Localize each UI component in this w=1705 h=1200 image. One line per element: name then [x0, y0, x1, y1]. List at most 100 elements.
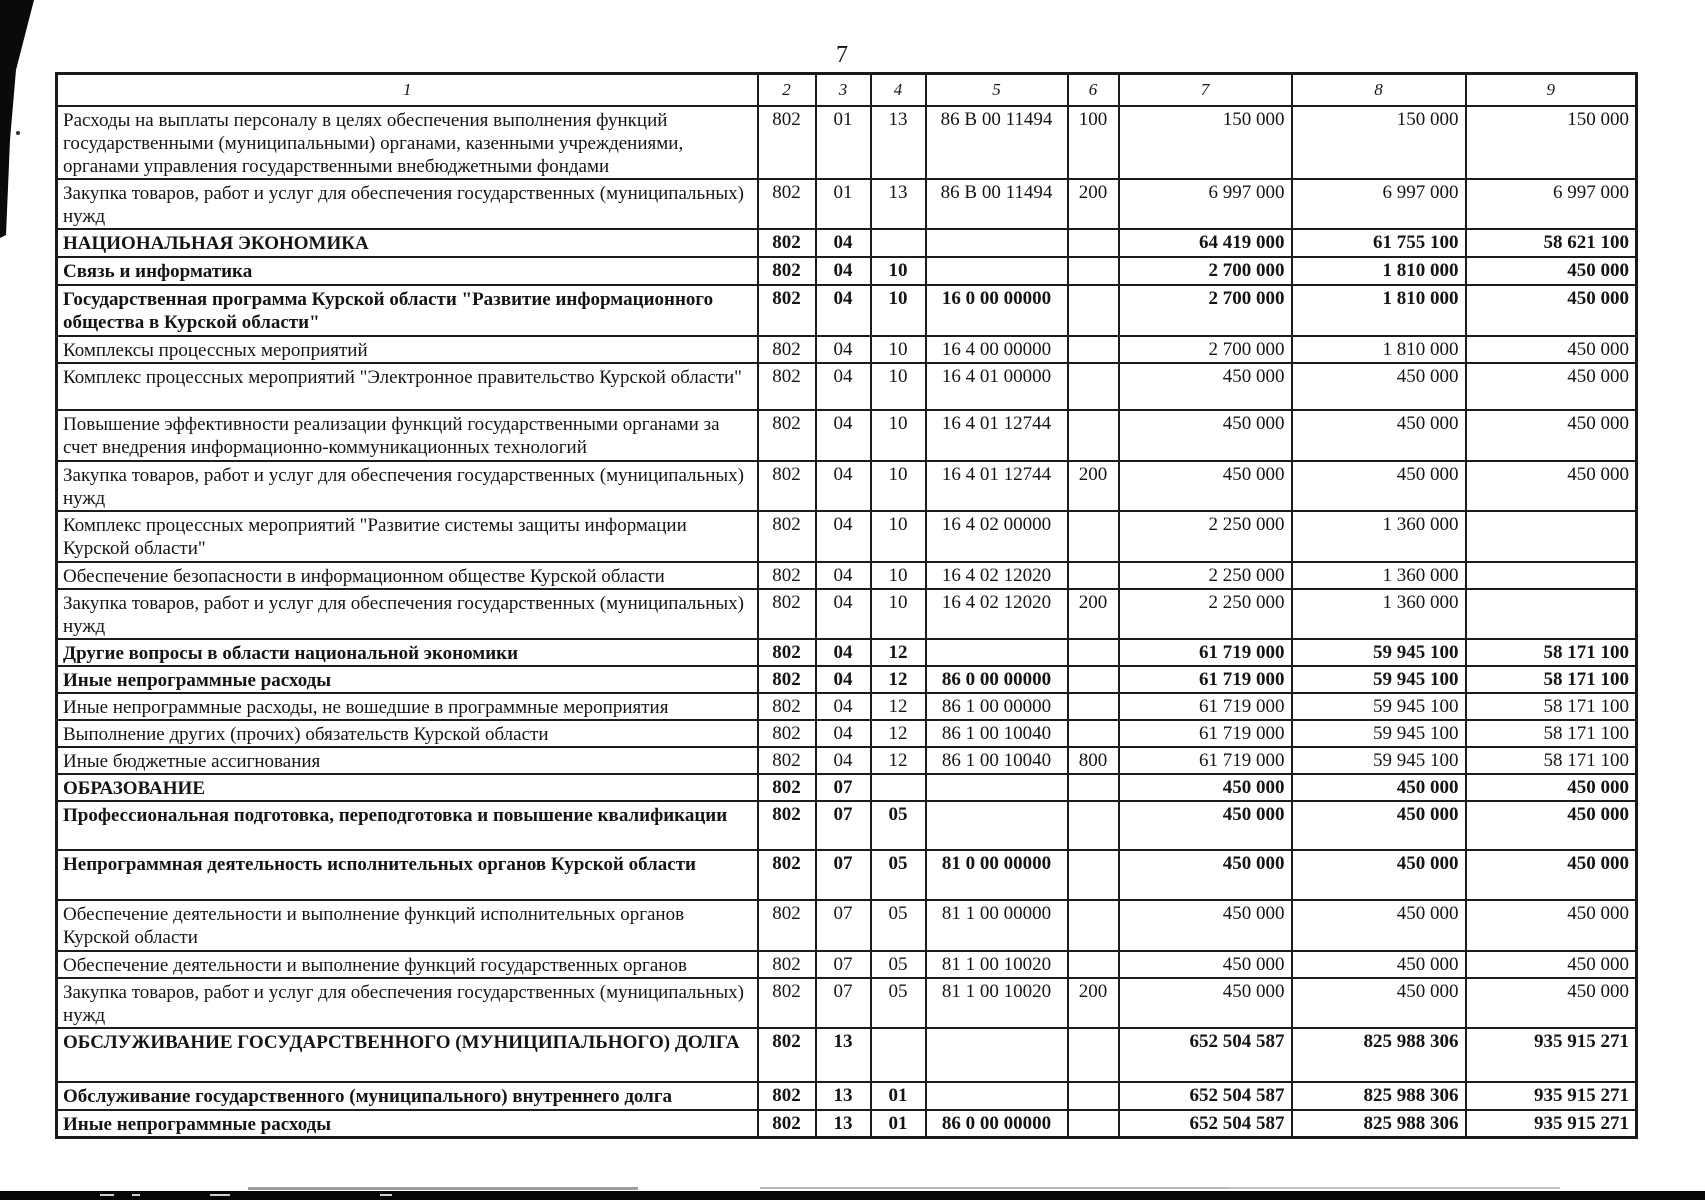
cell-c9: 450 000 [1464, 800, 1638, 851]
cell-c2: 802 [756, 460, 817, 512]
cell-name: Закупка товаров, работ и услуг для обесп… [55, 977, 759, 1029]
cell-c6 [1066, 1081, 1120, 1111]
cell-c4: 12 [869, 719, 927, 748]
cell-c8: 825 988 306 [1290, 1027, 1467, 1083]
cell-c8: 1 360 000 [1290, 588, 1467, 640]
cell-c2: 802 [756, 284, 817, 337]
cell-c4: 13 [869, 105, 927, 180]
cell-c3: 13 [814, 1027, 872, 1083]
table-row: Повышение эффективности реализации функц… [55, 409, 1638, 462]
table-row: НАЦИОНАЛЬНАЯ ЭКОНОМИКА 802 04 64 419 000 61 … [55, 228, 1638, 258]
cell-c6 [1066, 773, 1120, 802]
cell-c7: 450 000 [1117, 899, 1293, 952]
cell-c4: 12 [869, 638, 927, 667]
cell-name: Закупка товаров, работ и услуг для обесп… [55, 178, 759, 230]
cell-c5: 86 0 00 00000 [924, 1109, 1069, 1139]
cell-c3: 04 [814, 561, 872, 590]
scan-corner-artifact [0, 0, 34, 238]
cell-c8: 6 997 000 [1290, 178, 1467, 230]
cell-c9: 58 171 100 [1464, 746, 1638, 775]
cell-c9: 450 000 [1464, 335, 1638, 364]
cell-c7: 2 250 000 [1117, 588, 1293, 640]
cell-c7: 450 000 [1117, 362, 1293, 411]
cell-c2: 802 [756, 849, 817, 901]
cell-c8: 59 945 100 [1290, 746, 1467, 775]
cell-c8: 59 945 100 [1290, 665, 1467, 694]
cell-c8: 450 000 [1290, 800, 1467, 851]
table-row: Обеспечение безопасности в информационно… [55, 561, 1638, 590]
cell-c3: 04 [814, 256, 872, 286]
cell-name: Выполнение других (прочих) обязательств … [55, 719, 759, 748]
cell-c6 [1066, 849, 1120, 901]
cell-c2: 802 [756, 178, 817, 230]
cell-c8: 450 000 [1290, 362, 1467, 411]
cell-c5 [924, 1027, 1069, 1083]
cell-c7: 2 250 000 [1117, 510, 1293, 563]
cell-c4: 01 [869, 1109, 927, 1139]
cell-c2: 802 [756, 409, 817, 462]
cell-c4: 05 [869, 950, 927, 979]
table-header-row: 1 2 3 4 5 6 7 8 9 [55, 72, 1638, 107]
cell-c2: 802 [756, 746, 817, 775]
cell-c2: 802 [756, 362, 817, 411]
cell-c4: 10 [869, 335, 927, 364]
cell-c5: 16 0 00 00000 [924, 284, 1069, 337]
cell-c8: 1 810 000 [1290, 256, 1467, 286]
cell-c6 [1066, 800, 1120, 851]
cell-c5 [924, 228, 1069, 258]
cell-c5: 16 4 01 12744 [924, 409, 1069, 462]
cell-c5 [924, 1081, 1069, 1111]
table-row: Закупка товаров, работ и услуг для обесп… [55, 178, 1638, 230]
cell-c3: 04 [814, 665, 872, 694]
cell-c3: 04 [814, 638, 872, 667]
cell-c2: 802 [756, 256, 817, 286]
cell-c4: 05 [869, 849, 927, 901]
cell-c2: 802 [756, 105, 817, 180]
cell-c6 [1066, 899, 1120, 952]
cell-c9: 450 000 [1464, 849, 1638, 901]
cell-c9: 450 000 [1464, 284, 1638, 337]
cell-c6: 200 [1066, 460, 1120, 512]
cell-c5: 86 В 00 11494 [924, 178, 1069, 230]
table-row: Расходы на выплаты персоналу в целях обе… [55, 105, 1638, 180]
cell-name: Комплекс процессных мероприятий "Электро… [55, 362, 759, 411]
table-row: Непрограммная деятельность исполнительны… [55, 849, 1638, 901]
scan-smudge [1230, 1187, 1560, 1189]
scan-fleck [380, 1194, 392, 1196]
table-row: Закупка товаров, работ и услуг для обесп… [55, 460, 1638, 512]
cell-c7: 450 000 [1117, 849, 1293, 901]
cell-c5: 86 1 00 10040 [924, 746, 1069, 775]
cell-name: Иные бюджетные ассигнования [55, 746, 759, 775]
cell-name: Обеспечение деятельности и выполнение фу… [55, 899, 759, 952]
cell-c9: 150 000 [1464, 105, 1638, 180]
cell-c3: 04 [814, 719, 872, 748]
cell-c7: 6 997 000 [1117, 178, 1293, 230]
table-body: Расходы на выплаты персоналу в целях обе… [55, 105, 1638, 1139]
cell-c8: 59 945 100 [1290, 692, 1467, 721]
cell-c9: 58 171 100 [1464, 719, 1638, 748]
table-row: Связь и информатика 802 04 10 2 700 000 1 810… [55, 256, 1638, 286]
column-header-6: 6 [1066, 72, 1120, 107]
cell-c7: 61 719 000 [1117, 719, 1293, 748]
cell-c6 [1066, 1109, 1120, 1139]
cell-c9: 450 000 [1464, 362, 1638, 411]
table-row: ОБРАЗОВАНИЕ 802 07 450 000 450 000 450 000 [55, 773, 1638, 802]
cell-name: Государственная программа Курской област… [55, 284, 759, 337]
cell-c2: 802 [756, 773, 817, 802]
table-row: Иные непрограммные расходы 802 13 01 86 0 00… [55, 1109, 1638, 1139]
cell-c7: 2 700 000 [1117, 256, 1293, 286]
cell-c8: 825 988 306 [1290, 1081, 1467, 1111]
cell-c8: 450 000 [1290, 849, 1467, 901]
cell-c4: 10 [869, 588, 927, 640]
column-header-1: 1 [55, 72, 759, 107]
cell-c2: 802 [756, 977, 817, 1029]
cell-c8: 450 000 [1290, 409, 1467, 462]
cell-c7: 2 700 000 [1117, 284, 1293, 337]
cell-c4: 05 [869, 800, 927, 851]
scan-fleck [132, 1194, 140, 1196]
cell-c2: 802 [756, 1027, 817, 1083]
cell-c6: 200 [1066, 178, 1120, 230]
cell-c6 [1066, 719, 1120, 748]
cell-c3: 07 [814, 899, 872, 952]
cell-c3: 04 [814, 746, 872, 775]
